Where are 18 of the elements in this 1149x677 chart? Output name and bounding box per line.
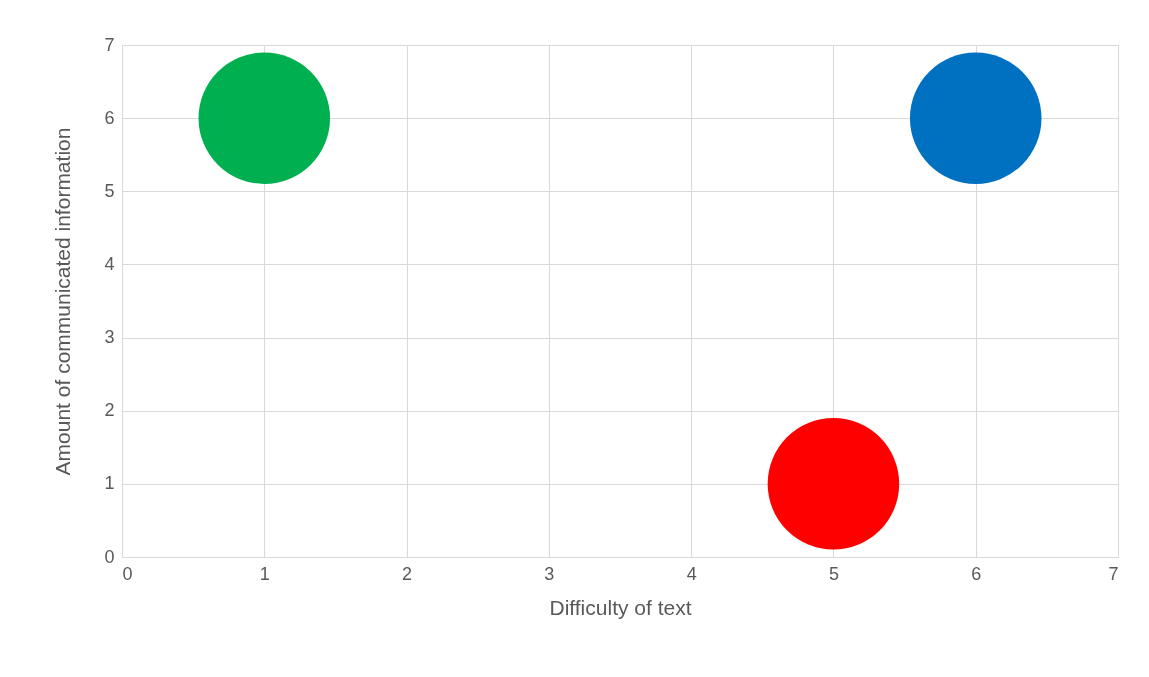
x-tick-label: 5	[828, 563, 839, 584]
x-tick-label: 2	[402, 563, 413, 584]
y-tick-label: 2	[104, 400, 115, 421]
y-tick-label: 6	[104, 107, 115, 128]
y-tick-label: 7	[104, 34, 115, 55]
y-tick-label: 5	[104, 180, 115, 201]
y-tick-label: 0	[104, 546, 115, 567]
y-axis-title: Amount of communicated information	[51, 127, 75, 476]
y-tick-label: 1	[104, 473, 115, 494]
x-tick-label: 7	[1108, 563, 1119, 584]
x-axis-title: Difficulty of text	[549, 595, 692, 619]
x-tick-label: 4	[686, 563, 697, 584]
y-tick-label: 3	[104, 327, 115, 348]
x-tick-label: 3	[544, 563, 555, 584]
x-tick-label: 0	[122, 563, 133, 584]
x-tick-label: 6	[971, 563, 982, 584]
x-tick-label: 1	[259, 563, 270, 584]
y-tick-label: 4	[104, 253, 115, 274]
